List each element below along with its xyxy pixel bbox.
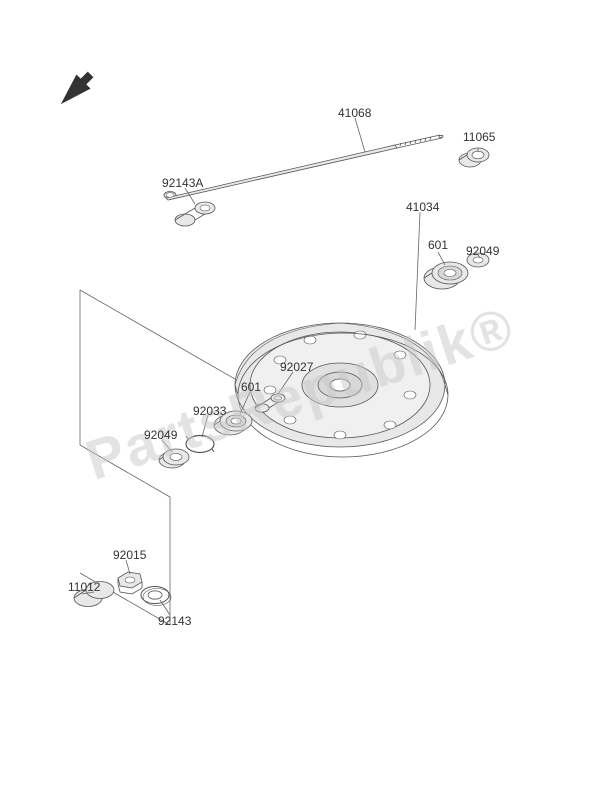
label-601-top: 601 (428, 238, 448, 252)
label-41068: 41068 (338, 106, 371, 120)
label-92143A: 92143A (162, 176, 203, 190)
label-92143: 92143 (158, 614, 191, 628)
label-41034: 41034 (406, 200, 439, 214)
leader (202, 415, 208, 437)
leader (355, 118, 365, 152)
direction-arrow (54, 67, 98, 111)
part-collar-92143a (175, 202, 215, 226)
label-601-left: 601 (241, 380, 261, 394)
label-11065: 11065 (463, 130, 495, 144)
label-11012: 11012 (68, 580, 100, 594)
label-92027: 92027 (280, 360, 313, 374)
iso-line (80, 445, 170, 497)
part-cap-11065 (459, 148, 489, 167)
label-92049-left: 92049 (144, 428, 177, 442)
part-axle-shaft (164, 135, 443, 200)
leader (415, 212, 420, 330)
diagram-canvas (0, 0, 600, 785)
part-nut-92015 (118, 572, 142, 594)
label-92015: 92015 (113, 548, 146, 562)
part-washer-92143 (141, 587, 171, 606)
part-seal-92049-left (159, 449, 189, 468)
label-92033: 92033 (193, 404, 226, 418)
part-hub (235, 323, 448, 457)
part-bearing-601-right (424, 262, 468, 289)
part-circlip-92033 (186, 436, 214, 453)
label-92049-top: 92049 (466, 244, 499, 258)
